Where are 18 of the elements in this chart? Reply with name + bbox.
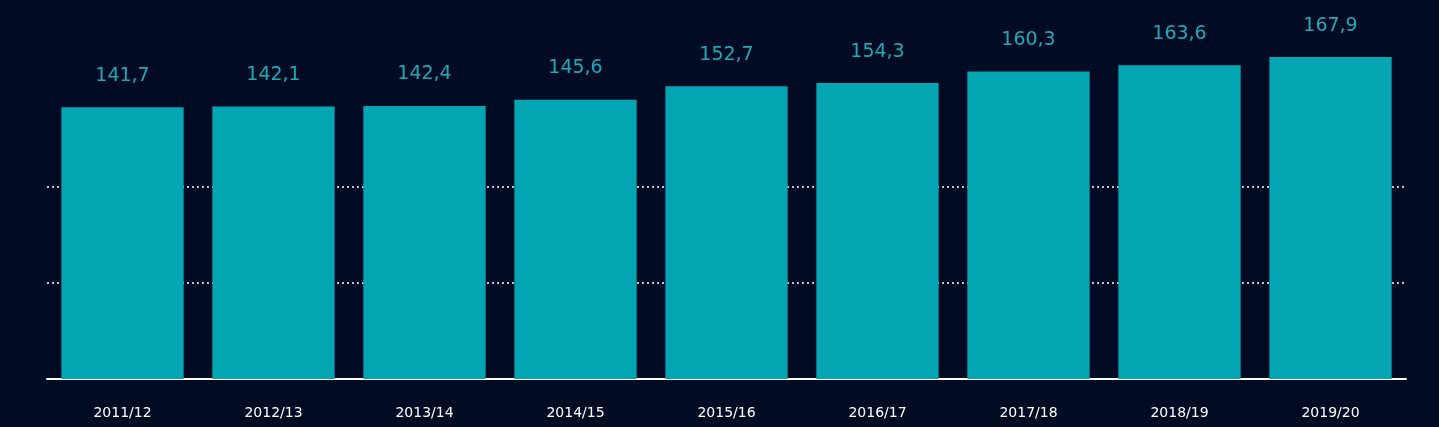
data-label: 141,7 (95, 62, 150, 85)
data-label: 152,7 (699, 41, 754, 64)
data-label: 142,1 (246, 61, 301, 84)
x-tick-label: 2012/13 (244, 404, 303, 420)
data-label: 167,9 (1303, 12, 1358, 35)
x-tick-label: 2011/12 (93, 404, 152, 420)
x-tick-label: 2019/20 (1301, 404, 1360, 420)
x-tick-label: 2018/19 (1150, 404, 1209, 420)
data-label: 154,3 (850, 38, 905, 61)
x-tick-label: 2017/18 (999, 404, 1058, 420)
data-label: 145,6 (548, 55, 603, 78)
x-tick-label: 2015/16 (697, 404, 756, 420)
data-label: 163,6 (1152, 20, 1207, 43)
data-label: 142,4 (397, 61, 452, 84)
x-tick-label: 2014/15 (546, 404, 605, 420)
data-label: 160,3 (1001, 27, 1056, 50)
x-tick-label: 2013/14 (395, 404, 454, 420)
x-tick-label: 2016/17 (848, 404, 907, 420)
